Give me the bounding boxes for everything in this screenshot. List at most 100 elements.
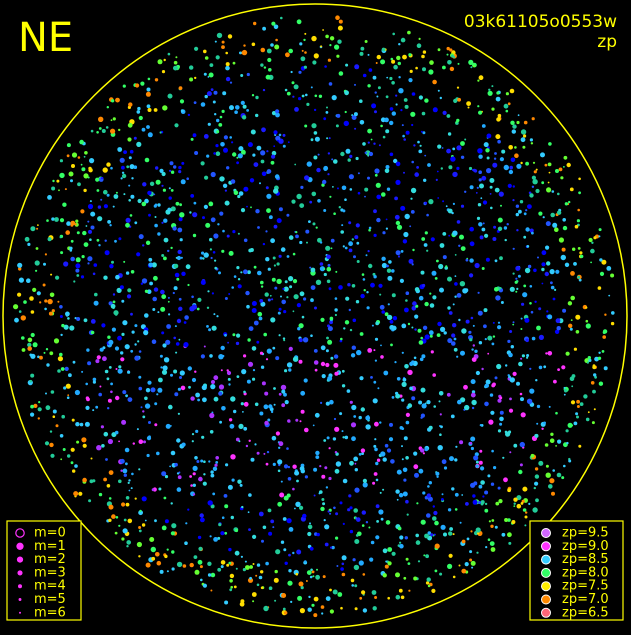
star (333, 159, 338, 164)
star (391, 325, 397, 331)
star (224, 504, 229, 509)
star (592, 389, 596, 394)
star (186, 177, 189, 180)
star (202, 397, 207, 403)
star (103, 477, 107, 482)
star (282, 133, 286, 137)
star (246, 72, 250, 77)
star (415, 304, 419, 308)
star (367, 128, 372, 134)
star (323, 166, 328, 171)
star (478, 75, 484, 81)
star (51, 217, 55, 221)
star (373, 142, 376, 145)
star (504, 518, 509, 522)
star (233, 275, 237, 278)
star (423, 243, 428, 247)
star (413, 576, 418, 581)
star (144, 289, 149, 293)
star (399, 543, 404, 549)
star (237, 278, 241, 281)
star (541, 250, 547, 256)
star (447, 563, 453, 570)
star (367, 53, 370, 56)
star (549, 478, 555, 484)
star (307, 531, 312, 537)
star (81, 167, 86, 172)
star (270, 43, 274, 47)
star (35, 269, 38, 272)
star (153, 108, 158, 112)
star (252, 534, 257, 540)
star (538, 211, 543, 216)
star (553, 379, 557, 384)
star (480, 502, 484, 506)
star (570, 400, 576, 405)
star (389, 107, 394, 111)
star (177, 475, 182, 480)
star (193, 101, 197, 104)
star (482, 222, 485, 225)
star (341, 562, 345, 566)
star (426, 213, 429, 217)
star (229, 579, 233, 583)
star (339, 339, 343, 343)
star (372, 75, 377, 80)
star (422, 491, 426, 495)
star (134, 324, 138, 328)
star (494, 376, 498, 380)
star (70, 239, 74, 243)
star (128, 489, 131, 492)
star (274, 599, 277, 602)
star (523, 212, 527, 216)
star (401, 124, 404, 127)
star (66, 221, 71, 226)
star (83, 155, 86, 158)
star (255, 95, 259, 100)
magnitude-label: m=2 (34, 552, 66, 567)
star (440, 524, 446, 530)
star (318, 94, 323, 99)
star (126, 294, 132, 299)
star (298, 97, 302, 101)
star (289, 285, 293, 289)
star (461, 568, 467, 574)
star (386, 268, 392, 273)
star (140, 406, 143, 409)
star (548, 405, 551, 408)
star (218, 384, 225, 390)
star (498, 191, 504, 197)
star (266, 193, 272, 199)
star (365, 415, 371, 421)
star (128, 479, 131, 482)
star (247, 142, 253, 148)
star (252, 377, 256, 381)
star (277, 139, 279, 142)
star (520, 137, 526, 143)
star (271, 277, 276, 282)
magnitude-symbol (18, 598, 22, 601)
star (399, 541, 402, 544)
star (115, 516, 119, 519)
zp-symbol (541, 541, 551, 552)
star (414, 314, 419, 319)
star (360, 46, 365, 51)
star (59, 236, 62, 239)
star (142, 410, 145, 413)
star (70, 461, 74, 465)
star (473, 455, 479, 461)
star (326, 266, 332, 272)
star (277, 311, 281, 315)
star (200, 459, 204, 463)
star (189, 65, 194, 70)
star (221, 109, 225, 113)
star (333, 506, 336, 510)
star (105, 126, 109, 129)
star (221, 45, 225, 49)
star (52, 415, 56, 419)
star (342, 522, 345, 526)
star (199, 256, 203, 260)
star (170, 246, 173, 250)
star (221, 40, 225, 44)
star (297, 327, 301, 331)
